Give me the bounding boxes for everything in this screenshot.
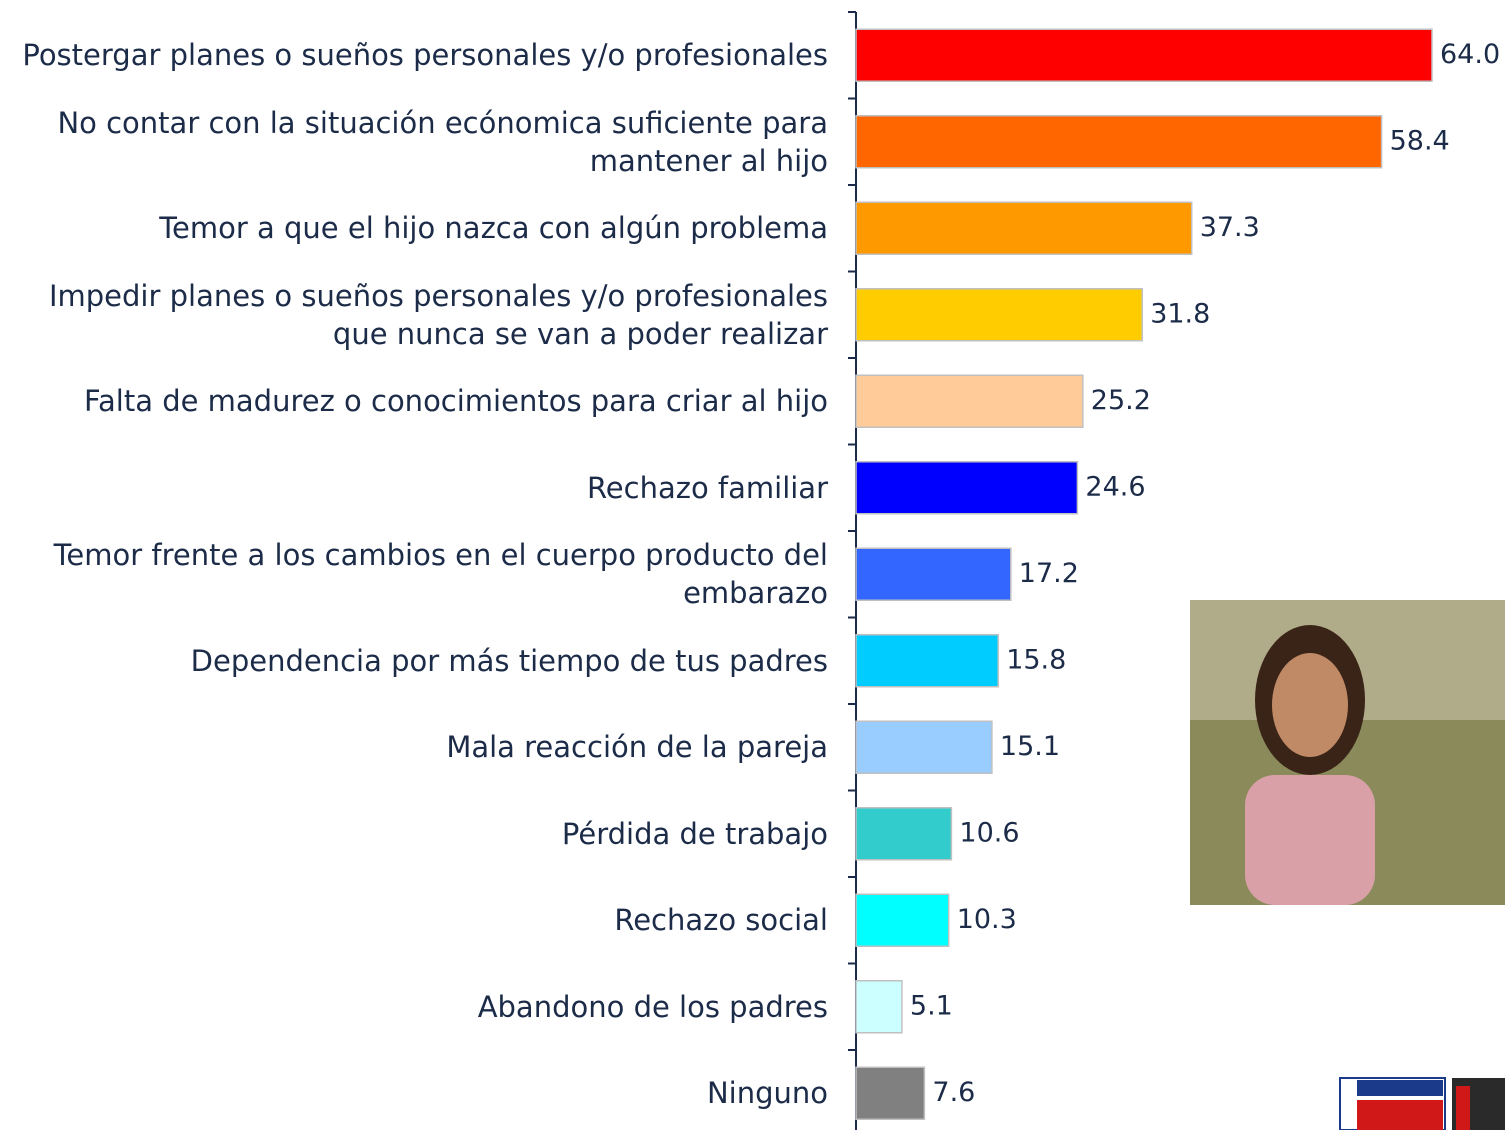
bar (855, 547, 1012, 601)
value-label: 5.1 (910, 990, 953, 1021)
bar (855, 374, 1084, 428)
value-label: 25.2 (1091, 385, 1151, 416)
value-label: 10.3 (957, 904, 1017, 935)
category-label: Temor a que el hijo nazca con algún prob… (159, 211, 828, 246)
value-label: 15.8 (1006, 644, 1066, 675)
category-label: No contar con la situación ecónomica suf… (57, 105, 828, 178)
bar (855, 201, 1193, 255)
category-label: Dependencia por más tiempo de tus padres (190, 643, 828, 678)
value-label: 10.6 (959, 817, 1019, 848)
value-label: 17.2 (1019, 558, 1079, 589)
bar (855, 807, 953, 861)
category-label: Postergar planes o sueños personales y/o… (22, 38, 828, 73)
category-label: Abandono de los padres (477, 989, 828, 1024)
logo (1339, 1077, 1505, 1130)
photo (1190, 600, 1505, 905)
value-label: 24.6 (1085, 471, 1145, 502)
bar (855, 288, 1143, 342)
category-label: Impedir planes o sueños personales y/o p… (48, 278, 828, 351)
bar (855, 893, 950, 947)
category-label: Ninguno (706, 1076, 828, 1111)
value-label: 31.8 (1150, 298, 1210, 329)
bar (855, 115, 1383, 169)
category-label: Rechazo familiar (586, 470, 828, 505)
value-label: 58.4 (1390, 125, 1450, 156)
category-label: Temor frente a los cambios en el cuerpo … (53, 538, 828, 611)
category-label: Mala reacción de la pareja (446, 730, 828, 765)
value-label: 64.0 (1440, 39, 1500, 70)
value-label: 7.6 (932, 1077, 975, 1108)
bar (855, 461, 1079, 515)
bar (855, 634, 999, 688)
value-label: 37.3 (1200, 212, 1260, 243)
category-label: Falta de madurez o conocimientos para cr… (83, 384, 828, 419)
category-label: Rechazo social (614, 903, 828, 938)
bar (855, 720, 993, 774)
value-label: 15.1 (1000, 731, 1060, 762)
category-label: Pérdida de trabajo (561, 816, 828, 851)
bar (855, 28, 1433, 82)
bar (855, 980, 903, 1034)
bar (855, 1066, 926, 1120)
